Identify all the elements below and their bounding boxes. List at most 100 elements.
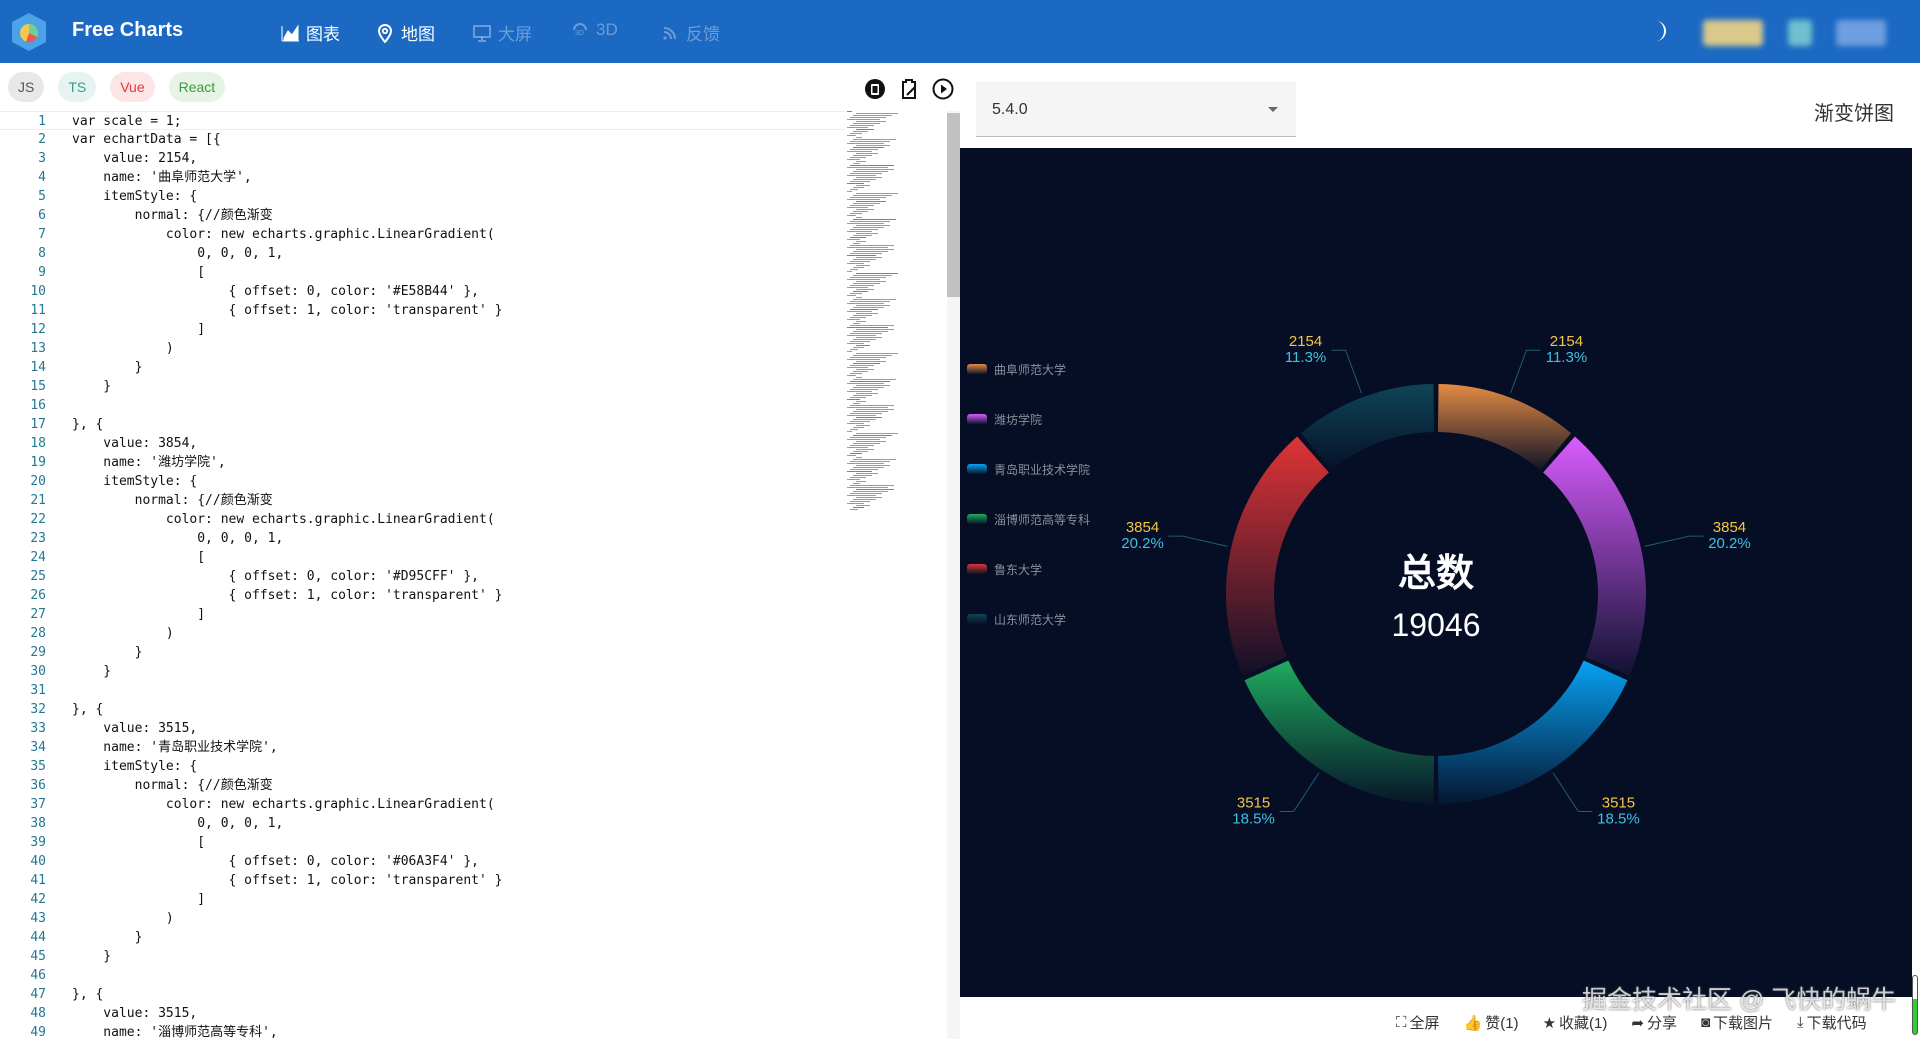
tab-react[interactable]: React <box>168 72 226 102</box>
avatar[interactable] <box>1788 20 1812 46</box>
code-line[interactable]: 14 } <box>0 358 845 377</box>
slice-0[interactable] <box>1437 384 1572 470</box>
code-line[interactable]: 8 0, 0, 0, 1, <box>0 244 845 263</box>
slice-3[interactable] <box>1244 660 1435 804</box>
code-line[interactable]: 36 normal: {//颜色渐变 <box>0 776 845 795</box>
code-line[interactable]: 25 { offset: 0, color: '#D95CFF' }, <box>0 567 845 586</box>
chart-canvas[interactable]: 2154 11.3% 曲阜师范大学 3854 20.2% 潍坊学院 3515 18.5% 青岛职… <box>960 148 1912 997</box>
slice-1[interactable] <box>1543 436 1646 676</box>
minimap-line <box>850 141 890 142</box>
trash-icon[interactable] <box>864 78 886 100</box>
code-line[interactable]: 47}, { <box>0 985 845 1004</box>
slice-4[interactable] <box>1226 436 1329 676</box>
editor-scrollbar[interactable] <box>947 111 960 1039</box>
legend-swatch[interactable] <box>967 414 987 424</box>
action-camera[interactable]: ◙ 下载图片 <box>1701 1012 1773 1033</box>
action-fullscreen[interactable]: ⛶ 全屏 <box>1396 1012 1440 1033</box>
code-editor[interactable]: 1 var scale = 1; 2 var echartData = [{3 val… <box>0 111 845 1039</box>
code-line[interactable]: 17}, { <box>0 415 845 434</box>
code-line[interactable]: 15 } <box>0 377 845 396</box>
code-line[interactable]: 46 <box>0 966 845 985</box>
code-line[interactable]: 49 name: '淄博师范高等专科', <box>0 1023 845 1039</box>
moon-icon[interactable] <box>1652 20 1670 42</box>
code-line[interactable]: 30 } <box>0 662 845 681</box>
legend-swatch[interactable] <box>967 514 987 524</box>
code-line[interactable]: 44 } <box>0 928 845 947</box>
legend-swatch[interactable] <box>967 614 987 624</box>
page-scrollbar[interactable] <box>1912 975 1918 1035</box>
action-share[interactable]: ➦ 分享 <box>1631 1012 1677 1033</box>
code-line[interactable]: 45 } <box>0 947 845 966</box>
legend-item[interactable]: 鲁东大学 <box>994 562 1042 577</box>
code-line[interactable]: 24 [ <box>0 548 845 567</box>
code-minimap[interactable] <box>845 111 945 511</box>
version-select[interactable]: 5.4.0 <box>976 82 1296 137</box>
code-line[interactable]: 12 ] <box>0 320 845 339</box>
code-line[interactable]: 22 color: new echarts.graphic.LinearGrad… <box>0 510 845 529</box>
code-line[interactable]: 33 value: 3515, <box>0 719 845 738</box>
nav-item-4[interactable]: 反馈 <box>660 20 720 45</box>
brand-title[interactable]: Free Charts <box>72 19 184 41</box>
code-line[interactable]: 21 normal: {//颜色渐变 <box>0 491 845 510</box>
tab-vue[interactable]: Vue <box>110 72 155 102</box>
code-line[interactable]: 35 itemStyle: { <box>0 757 845 776</box>
code-line[interactable]: 39 [ <box>0 833 845 852</box>
nav-item-2[interactable]: 大屏 <box>472 20 532 45</box>
code-line[interactable]: 3 value: 2154, <box>0 149 845 168</box>
code-line[interactable]: 11 { offset: 1, color: 'transparent' } <box>0 301 845 320</box>
legend-item[interactable]: 淄博师范高等专科 <box>994 512 1090 527</box>
nav-item-1[interactable]: 地图 <box>375 20 435 45</box>
clipboard-icon[interactable] <box>898 78 920 100</box>
nav-item-3[interactable]: 3D 3D <box>570 20 618 40</box>
tab-js[interactable]: JS <box>8 72 45 102</box>
code-line[interactable]: 32}, { <box>0 700 845 719</box>
code-line[interactable]: 29 } <box>0 643 845 662</box>
code-text: name: '青岛职业技术学院', <box>72 740 278 755</box>
action-thumbs-up[interactable]: 👍 赞(1) <box>1464 1012 1519 1033</box>
code-line[interactable]: 5 itemStyle: { <box>0 187 845 206</box>
code-line[interactable]: 10 { offset: 0, color: '#E58B44' }, <box>0 282 845 301</box>
code-line[interactable]: 13 ) <box>0 339 845 358</box>
code-line[interactable]: 42 ] <box>0 890 845 909</box>
slice-5[interactable] <box>1300 384 1435 470</box>
code-line[interactable]: 43 ) <box>0 909 845 928</box>
code-line[interactable]: 40 { offset: 0, color: '#06A3F4' }, <box>0 852 845 871</box>
play-icon[interactable] <box>932 78 954 100</box>
slice-2[interactable] <box>1437 660 1628 804</box>
legend-item[interactable]: 曲阜师范大学 <box>994 362 1066 377</box>
code-line[interactable]: 19 name: '潍坊学院', <box>0 453 845 472</box>
code-line[interactable]: 23 0, 0, 0, 1, <box>0 529 845 548</box>
code-line[interactable]: 28 ) <box>0 624 845 643</box>
code-line[interactable]: 4 name: '曲阜师范大学', <box>0 168 845 187</box>
user-badge[interactable] <box>1703 20 1763 46</box>
legend-swatch[interactable] <box>967 564 987 574</box>
code-line[interactable]: 38 0, 0, 0, 1, <box>0 814 845 833</box>
scrollbar-thumb[interactable] <box>947 113 960 297</box>
action-star[interactable]: ★ 收藏(1) <box>1543 1012 1608 1033</box>
code-line[interactable]: 1 var scale = 1; <box>0 111 845 130</box>
code-line[interactable]: 16 <box>0 396 845 415</box>
legend-item[interactable]: 山东师范大学 <box>994 612 1066 627</box>
code-line[interactable]: 34 name: '青岛职业技术学院', <box>0 738 845 757</box>
code-line[interactable]: 27 ] <box>0 605 845 624</box>
code-line[interactable]: 2 var echartData = [{ <box>0 130 845 149</box>
action-download[interactable]: ⤓ 下载代码 <box>1797 1012 1867 1033</box>
legend-item[interactable]: 潍坊学院 <box>994 412 1042 427</box>
code-line[interactable]: 31 <box>0 681 845 700</box>
code-line[interactable]: 18 value: 3854, <box>0 434 845 453</box>
code-line[interactable]: 20 itemStyle: { <box>0 472 845 491</box>
code-line[interactable]: 37 color: new echarts.graphic.LinearGrad… <box>0 795 845 814</box>
username[interactable] <box>1836 20 1886 46</box>
legend-swatch[interactable] <box>967 464 987 474</box>
code-line[interactable]: 41 { offset: 1, color: 'transparent' } <box>0 871 845 890</box>
code-line[interactable]: 26 { offset: 1, color: 'transparent' } <box>0 586 845 605</box>
logo-icon[interactable] <box>10 12 48 52</box>
nav-item-0[interactable]: 图表 <box>280 20 340 45</box>
code-line[interactable]: 48 value: 3515, <box>0 1004 845 1023</box>
legend-swatch[interactable] <box>967 364 987 374</box>
legend-item[interactable]: 青岛职业技术学院 <box>994 462 1090 477</box>
code-line[interactable]: 7 color: new echarts.graphic.LinearGradi… <box>0 225 845 244</box>
tab-ts[interactable]: TS <box>58 72 97 102</box>
code-line[interactable]: 9 [ <box>0 263 845 282</box>
code-line[interactable]: 6 normal: {//颜色渐变 <box>0 206 845 225</box>
